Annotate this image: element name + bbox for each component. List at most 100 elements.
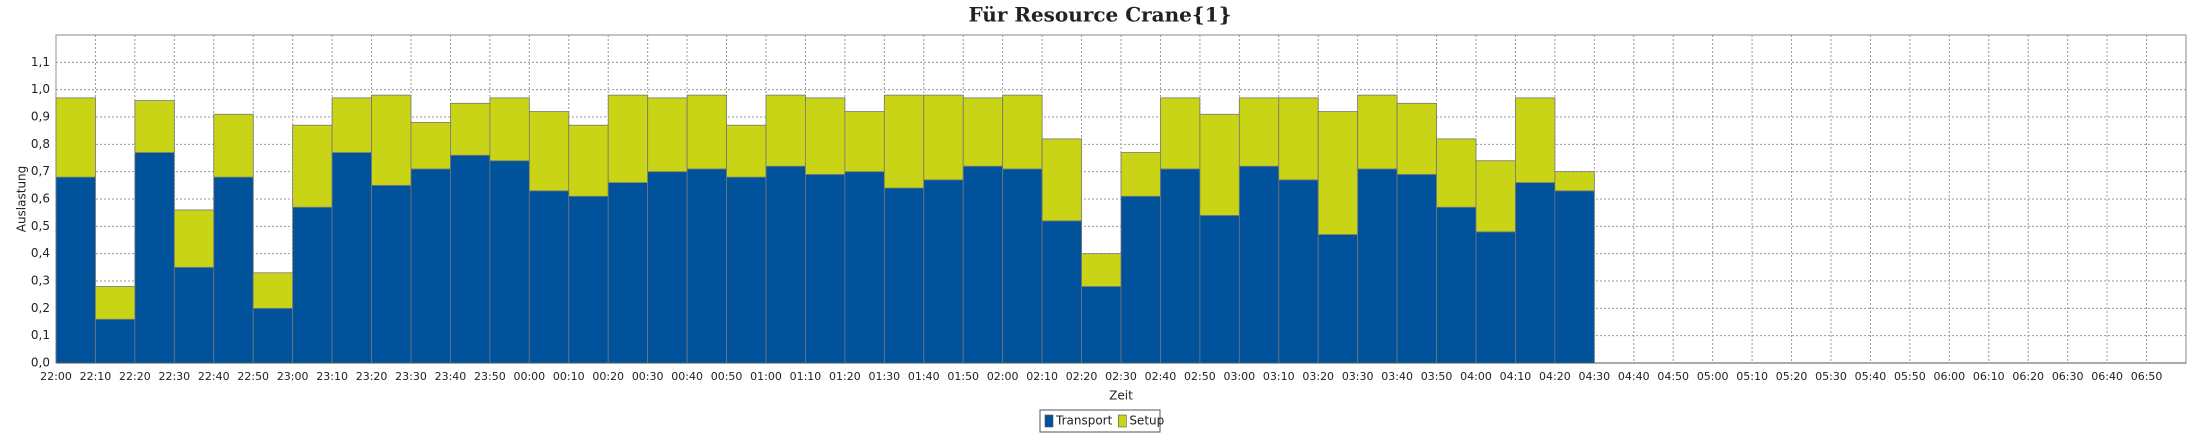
- bar-segment: [1396, 173, 1437, 364]
- x-tick-label: 00:20: [592, 370, 624, 383]
- bar-segment: [647, 97, 688, 173]
- bar-segment: [1199, 214, 1240, 364]
- x-tick-label: 02:20: [1066, 370, 1098, 383]
- bar-segment: [213, 176, 254, 364]
- bar-segment: [55, 97, 96, 178]
- bar-segment: [962, 97, 1004, 167]
- bar-segment: [686, 94, 727, 170]
- y-tick-label: 0,8: [31, 137, 50, 151]
- bar-segment: [1515, 97, 1556, 183]
- bar-segment: [1160, 168, 1201, 364]
- bar-segment: [1278, 97, 1319, 181]
- bar-segment: [292, 206, 333, 364]
- x-tick-label: 05:50: [1894, 370, 1926, 383]
- x-tick-label: 04:30: [1578, 370, 1610, 383]
- bar-segment: [765, 94, 806, 167]
- bar-segment: [489, 97, 530, 162]
- y-tick-label: 0,7: [31, 164, 50, 178]
- bar-segment: [331, 152, 372, 364]
- x-tick-label: 04:10: [1500, 370, 1532, 383]
- bar-segment: [1081, 253, 1122, 287]
- bar-segment: [1436, 206, 1477, 364]
- bar-segment: [252, 307, 294, 364]
- bar-segment: [1515, 182, 1556, 364]
- bar-segment: [173, 266, 215, 364]
- legend-swatch: [1044, 414, 1054, 428]
- bar-segment: [1120, 195, 1161, 364]
- bar-segment: [1238, 165, 1280, 364]
- x-tick-label: 03:00: [1223, 370, 1255, 383]
- bar-segment: [844, 171, 885, 364]
- x-tick-label: 01:00: [750, 370, 782, 383]
- x-tick-label: 05:10: [1736, 370, 1768, 383]
- y-tick-label: 0,0: [31, 356, 50, 370]
- bar-segment: [1396, 102, 1437, 175]
- bar-segment: [134, 100, 175, 153]
- legend-box: [1039, 409, 1161, 433]
- x-tick-label: 22:40: [198, 370, 230, 383]
- bar-segment: [647, 171, 688, 364]
- x-tick-label: 06:10: [1973, 370, 2005, 383]
- x-tick-label: 03:30: [1342, 370, 1374, 383]
- bar-segment: [1554, 171, 1595, 192]
- x-tick-label: 22:20: [119, 370, 151, 383]
- x-tick-label: 05:40: [1855, 370, 1887, 383]
- x-tick-label: 06:50: [2131, 370, 2163, 383]
- legend-label: Transport: [1055, 414, 1113, 428]
- bar-segment: [1278, 179, 1319, 364]
- x-tick-label: 23:30: [395, 370, 427, 383]
- bar-segment: [923, 179, 964, 364]
- x-tick-label: 02:10: [1026, 370, 1058, 383]
- bar-segment: [134, 152, 175, 364]
- x-tick-label: 02:30: [1105, 370, 1137, 383]
- y-tick-label: 0,6: [31, 192, 50, 206]
- bar-segment: [213, 113, 254, 178]
- x-tick-label: 23:10: [316, 370, 348, 383]
- bar-segment: [410, 122, 451, 170]
- bar-segment: [371, 94, 412, 186]
- y-tick-label: 1,0: [31, 82, 50, 96]
- bar-segment: [331, 97, 372, 153]
- x-tick-label: 02:00: [987, 370, 1019, 383]
- x-tick-label: 06:20: [2012, 370, 2044, 383]
- x-tick-label: 23:00: [277, 370, 309, 383]
- bar-segment: [173, 209, 215, 268]
- bar-segment: [1357, 168, 1398, 364]
- y-tick-label: 0,2: [31, 301, 50, 315]
- bar-segment: [1357, 94, 1398, 170]
- bar-segment: [607, 94, 649, 183]
- x-tick-label: 01:20: [829, 370, 861, 383]
- y-axis-label: Auslastung: [15, 166, 29, 233]
- x-tick-label: 23:40: [435, 370, 467, 383]
- x-tick-label: 05:20: [1776, 370, 1808, 383]
- legend-label: Setup: [1129, 414, 1164, 428]
- bar-segment: [1002, 94, 1043, 170]
- bar-segment: [686, 168, 727, 364]
- x-tick-label: 04:40: [1618, 370, 1650, 383]
- bar-segment: [805, 173, 846, 364]
- x-tick-label: 23:20: [356, 370, 388, 383]
- bar-segment: [1081, 286, 1122, 364]
- x-tick-label: 05:30: [1815, 370, 1847, 383]
- x-tick-label: 23:50: [474, 370, 506, 383]
- x-axis-label: Zeit: [1109, 389, 1133, 403]
- x-tick-label: 01:30: [868, 370, 900, 383]
- bar-segment: [450, 154, 491, 364]
- y-tick-label: 0,4: [31, 246, 50, 260]
- bar-segment: [1317, 234, 1359, 364]
- bar-segment: [1120, 152, 1161, 197]
- bar-segment: [252, 272, 294, 309]
- x-tick-label: 03:50: [1421, 370, 1453, 383]
- x-tick-label: 22:00: [40, 370, 72, 383]
- bar-segment: [805, 97, 846, 175]
- x-tick-label: 06:00: [1933, 370, 1965, 383]
- bar-segment: [489, 160, 530, 364]
- bar-segment: [1041, 220, 1082, 364]
- bar-segment: [568, 124, 609, 197]
- legend-swatch: [1118, 414, 1127, 428]
- y-tick-label: 0,3: [31, 274, 50, 288]
- bar-segment: [962, 165, 1004, 364]
- y-tick-label: 1,1: [31, 55, 50, 69]
- bar-segment: [568, 195, 609, 364]
